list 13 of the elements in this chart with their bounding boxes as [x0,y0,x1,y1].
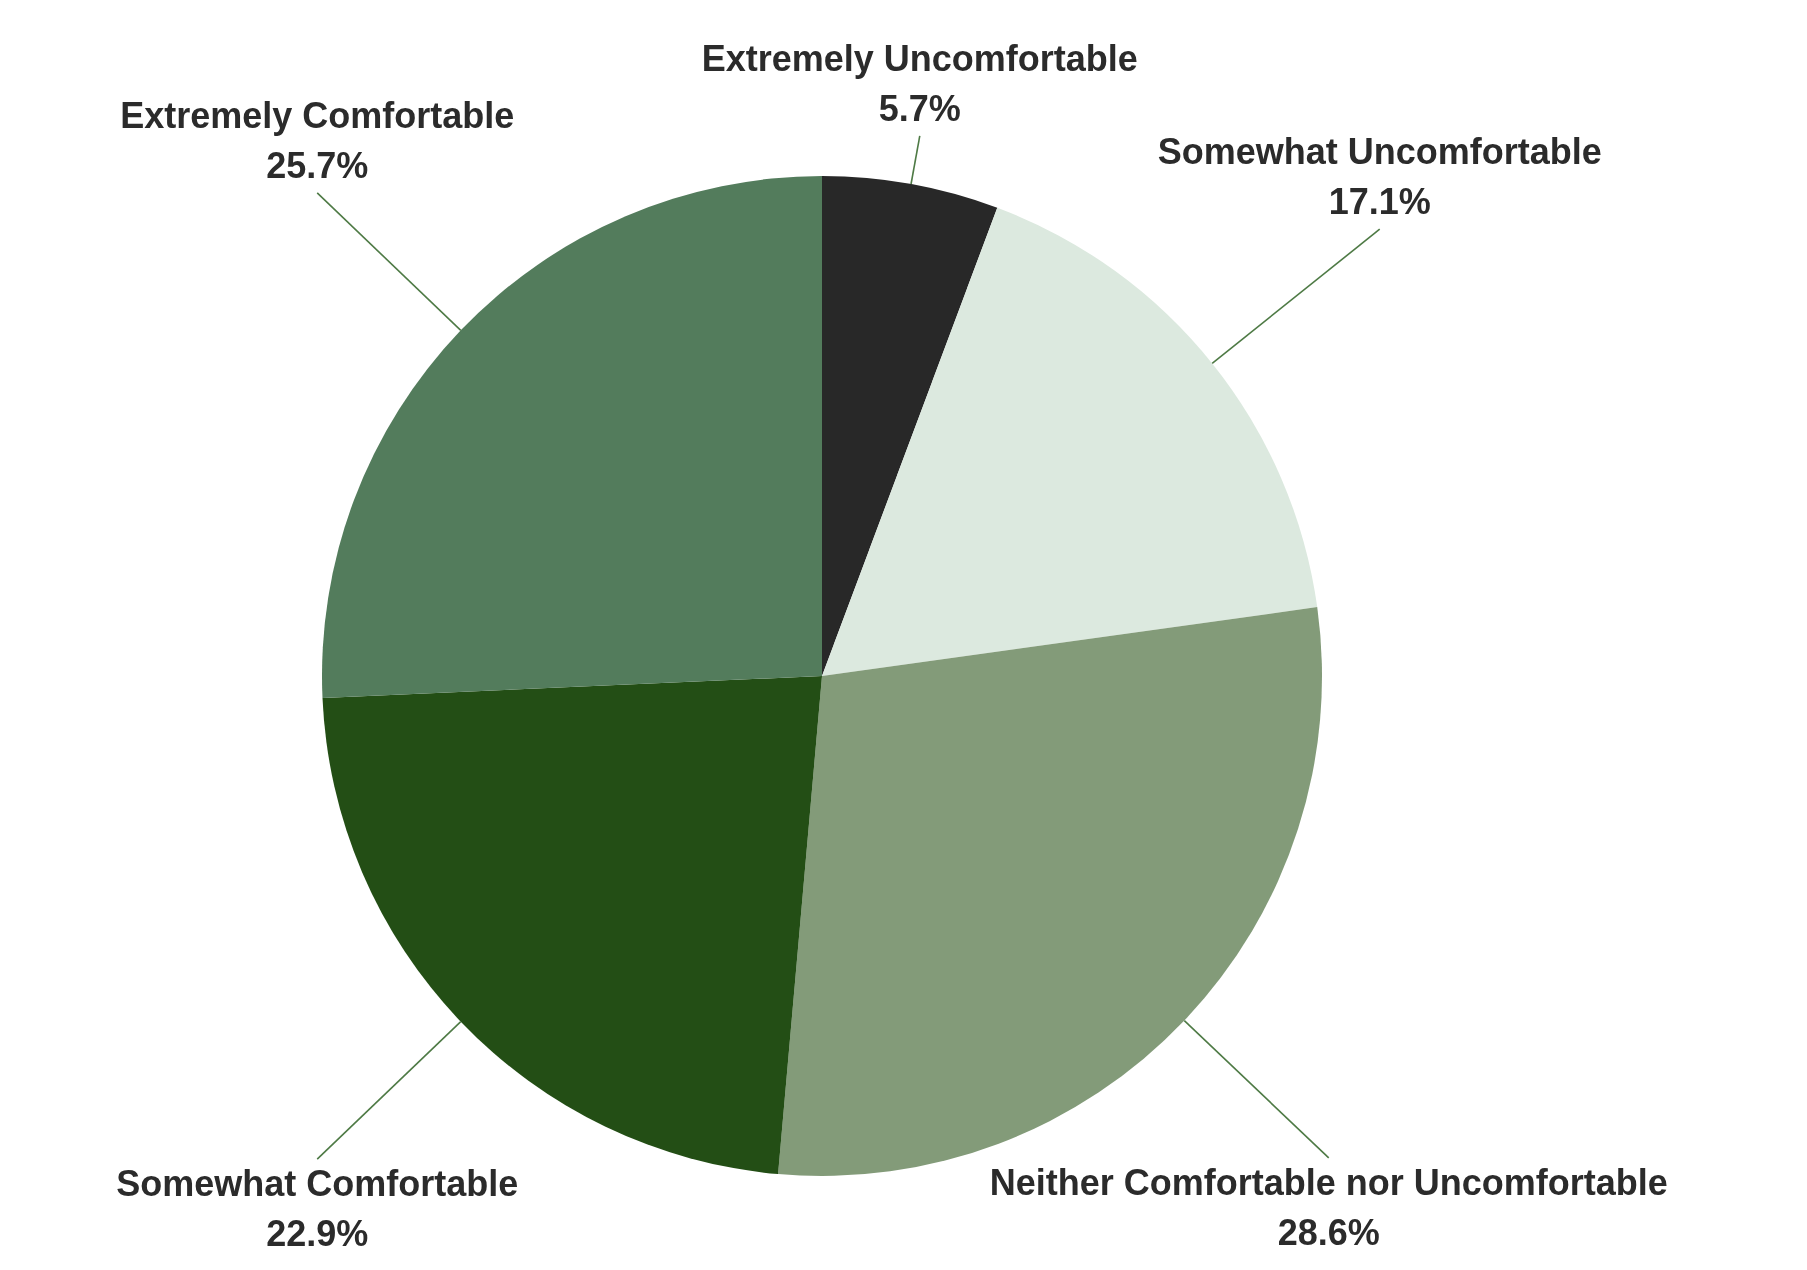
data-label: 28.6% [1277,1211,1380,1253]
slice-label: Neither Comfortable nor Uncomfortable [989,1161,1668,1203]
slice-label: Extremely Uncomfortable [701,37,1138,79]
pie-slice [822,176,998,676]
data-label: 25.7% [266,144,369,186]
data-label: 22.9% [266,1213,369,1255]
slice-label: Extremely Comfortable [120,94,515,136]
pie-slice [822,207,1318,676]
pie-slice [322,176,822,698]
data-label: 17.1% [1328,181,1431,223]
slice-label: Somewhat Comfortable [116,1163,519,1205]
slice-label: Somewhat Uncomfortable [1157,131,1602,173]
data-label: 5.7% [878,87,961,129]
